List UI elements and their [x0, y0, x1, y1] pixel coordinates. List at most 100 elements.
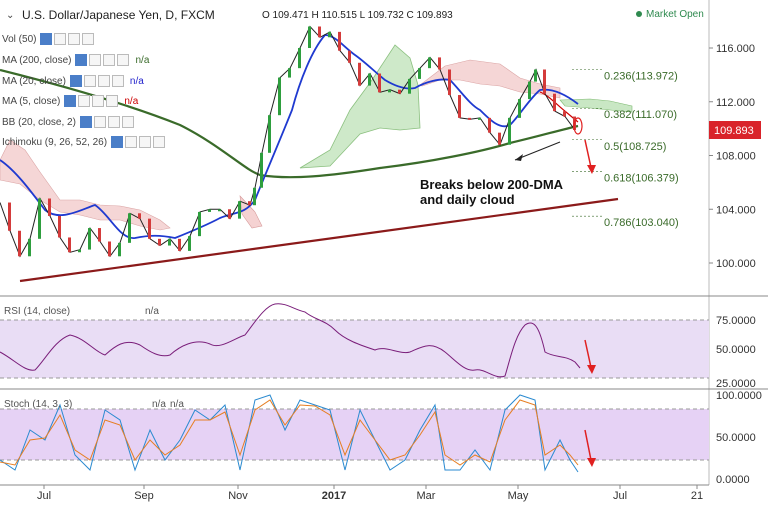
indicator-row[interactable]: BB (20, close, 2)	[2, 114, 136, 130]
market-status-dot-icon	[636, 11, 642, 17]
settings-icon[interactable]	[75, 54, 88, 66]
price-candle	[408, 78, 411, 94]
price-tick-label: 108.000	[716, 151, 756, 163]
eye-icon[interactable]	[125, 136, 138, 148]
price-tick-label: 116.000	[716, 43, 755, 55]
stoch-label: Stoch (14, 3, 3)	[4, 399, 72, 410]
price-tick-label: 112.000	[716, 97, 755, 109]
rsi-value: n/a	[145, 306, 159, 317]
stoch-value: n/a	[152, 399, 166, 410]
ichimoku-cloud-green-2	[559, 98, 633, 113]
price-candle	[508, 117, 511, 145]
ichimoku-cloud-red-1	[0, 139, 171, 231]
price-candle	[358, 62, 361, 86]
close-icon[interactable]	[82, 33, 95, 45]
stoch-tick-label: 50.0000	[716, 432, 756, 444]
settings-icon[interactable]	[69, 75, 82, 87]
eye-icon[interactable]	[93, 116, 106, 128]
add-icon[interactable]	[68, 33, 81, 45]
time-tick-label: Sep	[134, 490, 154, 502]
price-axis-labels: 116.000 112.000 108.000 104.000 100.000	[709, 43, 756, 270]
add-icon[interactable]	[97, 75, 110, 87]
fib-levels: 0.236(113.972) 0.382(111.070) 0.5(108.725)…	[572, 68, 679, 229]
close-icon[interactable]	[153, 136, 166, 148]
indicator-row[interactable]: Ichimoku (9, 26, 52, 26)	[2, 134, 167, 150]
eye-icon[interactable]	[83, 75, 96, 87]
market-status: Market Open	[636, 9, 704, 20]
fib-level-label: 0.618(106.379)	[604, 172, 679, 184]
price-candle	[458, 95, 461, 118]
price-candle	[18, 230, 21, 257]
symbol-title: U.S. Dollar/Japanese Yen, D, FXCM	[22, 8, 215, 22]
rsi-tick-label: 25.0000	[716, 378, 756, 390]
indicator-row[interactable]: MA (20, close) n/a	[2, 73, 144, 89]
rsi-label: RSI (14, close)	[4, 306, 70, 317]
fib-level-label: 0.236(113.972)	[604, 70, 678, 82]
price-candle	[218, 209, 221, 212]
eye-icon[interactable]	[54, 33, 67, 45]
down-arrow-price-head	[587, 165, 596, 174]
eye-icon[interactable]	[78, 95, 91, 107]
ichimoku-cloud-green	[299, 44, 421, 169]
price-candle	[68, 237, 71, 253]
stoch-d-line	[0, 399, 579, 466]
price-candle	[468, 117, 471, 120]
price-candle	[78, 249, 81, 253]
collapse-chevron-icon[interactable]: ⌄	[6, 10, 15, 21]
ma20-line	[0, 34, 579, 239]
price-candle	[318, 26, 321, 38]
stoch-tick-label: 0.0000	[716, 474, 750, 486]
indicator-label: Vol (50)	[2, 33, 37, 45]
settings-icon[interactable]	[79, 116, 92, 128]
price-candle	[288, 68, 291, 78]
price-candle	[498, 132, 501, 145]
ohlc-readout: O 109.471 H 110.515 L 109.732 C 109.893	[262, 10, 453, 21]
add-icon[interactable]	[107, 116, 120, 128]
price-candle	[388, 89, 391, 93]
price-candle	[188, 236, 191, 251]
price-candle	[368, 73, 371, 86]
price-candle	[88, 228, 91, 250]
indicator-value: n/a	[135, 54, 150, 66]
price-candle	[534, 69, 537, 82]
price-candle	[158, 238, 161, 246]
indicator-row[interactable]: Vol (50)	[2, 31, 96, 47]
price-candle	[128, 213, 131, 243]
price-candle	[563, 111, 566, 117]
price-candle	[428, 57, 431, 69]
fib-level-label: 0.382(111.070)	[604, 109, 677, 121]
eye-icon[interactable]	[89, 54, 102, 66]
price-candle	[438, 57, 441, 70]
add-icon[interactable]	[92, 95, 105, 107]
price-candle	[418, 68, 421, 79]
price-candle	[58, 215, 61, 238]
price-candle	[268, 115, 271, 153]
current-price-tag	[709, 121, 761, 139]
time-tick-label: Nov	[228, 490, 248, 502]
price-candle	[148, 218, 151, 239]
close-icon[interactable]	[121, 116, 134, 128]
price-candle	[338, 31, 341, 51]
add-icon[interactable]	[139, 136, 152, 148]
price-candle	[478, 117, 481, 120]
indicator-label: MA (5, close)	[2, 95, 61, 107]
close-icon[interactable]	[117, 54, 130, 66]
price-candle	[48, 198, 51, 216]
close-icon[interactable]	[106, 95, 119, 107]
price-candle	[248, 201, 251, 206]
time-tick-label: 21	[691, 490, 703, 502]
support-trendline	[19, 197, 619, 283]
close-icon[interactable]	[111, 75, 124, 87]
price-candle	[518, 99, 521, 118]
settings-icon[interactable]	[40, 33, 53, 45]
settings-icon[interactable]	[111, 136, 124, 148]
add-icon[interactable]	[103, 54, 116, 66]
settings-icon[interactable]	[64, 95, 77, 107]
price-tick-label: 104.000	[716, 204, 756, 216]
time-axis-labels: Jul Sep Nov 2017 Mar May Jul 21	[37, 485, 703, 502]
indicator-row[interactable]: MA (200, close) n/a	[2, 52, 149, 68]
rsi-line	[0, 303, 581, 378]
price-candle	[328, 31, 331, 38]
indicator-row[interactable]: MA (5, close) n/a	[2, 93, 138, 109]
